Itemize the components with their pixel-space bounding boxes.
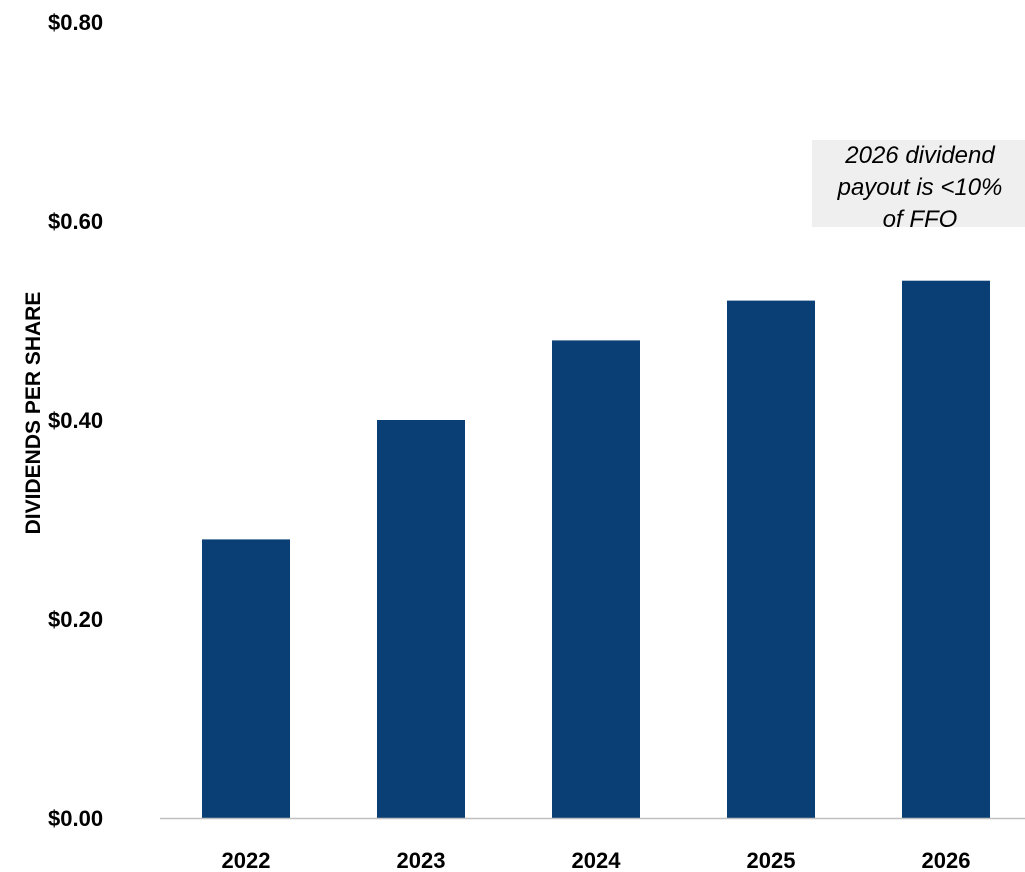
x-tick-label: 2022: [222, 848, 271, 872]
bar-2022: [202, 539, 290, 818]
annotation-box: [812, 140, 1025, 227]
payout-annotation: 2026 dividend payout is <10% of FFO: [812, 140, 1025, 233]
bar-2023: [377, 420, 465, 818]
x-tick-label: 2023: [397, 848, 446, 872]
x-axis-tick-labels: 2022 2023 2024 2025 2026: [222, 848, 971, 872]
bar-2026: [902, 280, 990, 818]
x-tick-label: 2026: [922, 848, 971, 872]
bar-2025: [727, 300, 815, 819]
x-tick-label: 2025: [747, 848, 796, 872]
bars: [202, 280, 990, 819]
y-axis-tick-labels: $0.00 $0.20 $0.40 $0.60 $0.80: [48, 10, 103, 831]
y-tick-label: $0.80: [48, 10, 103, 35]
y-tick-label: $0.40: [48, 408, 103, 433]
x-tick-label: 2024: [572, 848, 622, 872]
y-tick-label: $0.60: [48, 209, 103, 234]
annotation-line: payout is <10%: [837, 174, 1003, 201]
y-tick-label: $0.20: [48, 607, 103, 632]
annotation-line: of FFO: [883, 206, 958, 233]
y-tick-label: $0.00: [48, 806, 103, 831]
bar-2024: [552, 340, 640, 818]
annotation-line: 2026 dividend: [844, 142, 995, 169]
y-axis-title: DIVIDENDS PER SHARE: [22, 292, 45, 535]
